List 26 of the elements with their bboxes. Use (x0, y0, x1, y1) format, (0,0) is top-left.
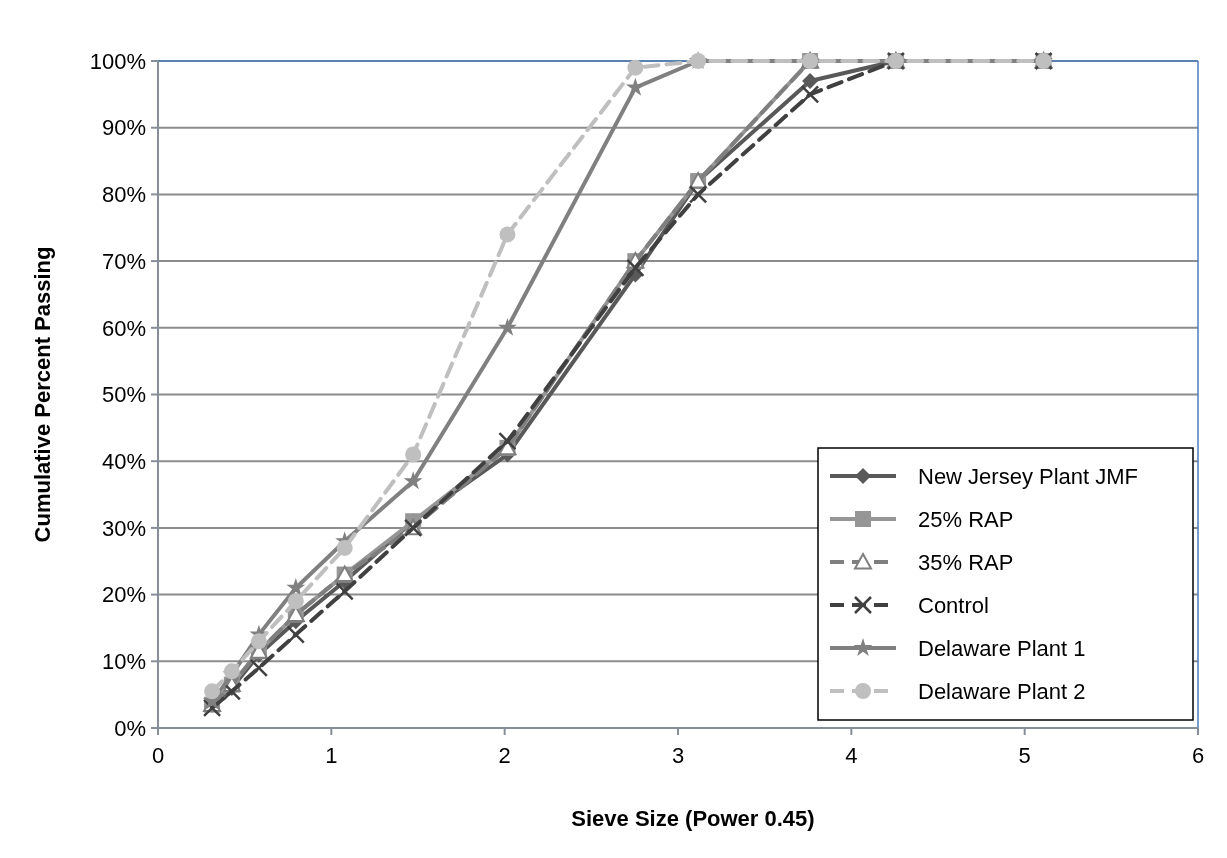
y-tick-label: 70% (101, 248, 146, 274)
x-tick-label: 1 (325, 743, 338, 768)
x-tick-label: 3 (671, 743, 685, 768)
x-tick-label: 2 (498, 743, 511, 768)
y-tick-label: 0% (114, 715, 146, 741)
legend-label: New Jersey Plant JMF (918, 463, 1139, 489)
y-tick-label: 80% (101, 182, 146, 208)
legend-label: 35% RAP (918, 549, 1014, 575)
y-axis-title: Cumulative Percent Passing (30, 246, 55, 543)
x-tick-label: 6 (1191, 743, 1205, 768)
y-tick-label: 10% (101, 649, 146, 674)
y-tick-label: 50% (101, 382, 146, 408)
x-tick-label: 4 (845, 743, 858, 768)
y-tick-label: 40% (101, 448, 146, 474)
x-tick-label: 0 (151, 743, 165, 768)
legend-label: 25% RAP (918, 506, 1014, 532)
legend-label: Delaware Plant 2 (918, 678, 1086, 704)
x-axis-title: Sieve Size (Power 0.45) (571, 806, 815, 831)
legend-label: Control (918, 592, 989, 618)
legend-label: Delaware Plant 1 (918, 635, 1086, 661)
y-tick-label: 60% (101, 315, 146, 341)
x-tick-label: 5 (1018, 743, 1031, 768)
y-tick-label: 30% (101, 515, 146, 541)
y-tick-label: 90% (101, 115, 146, 141)
y-tick-label: 100% (89, 48, 146, 74)
y-tick-label: 20% (101, 582, 146, 608)
